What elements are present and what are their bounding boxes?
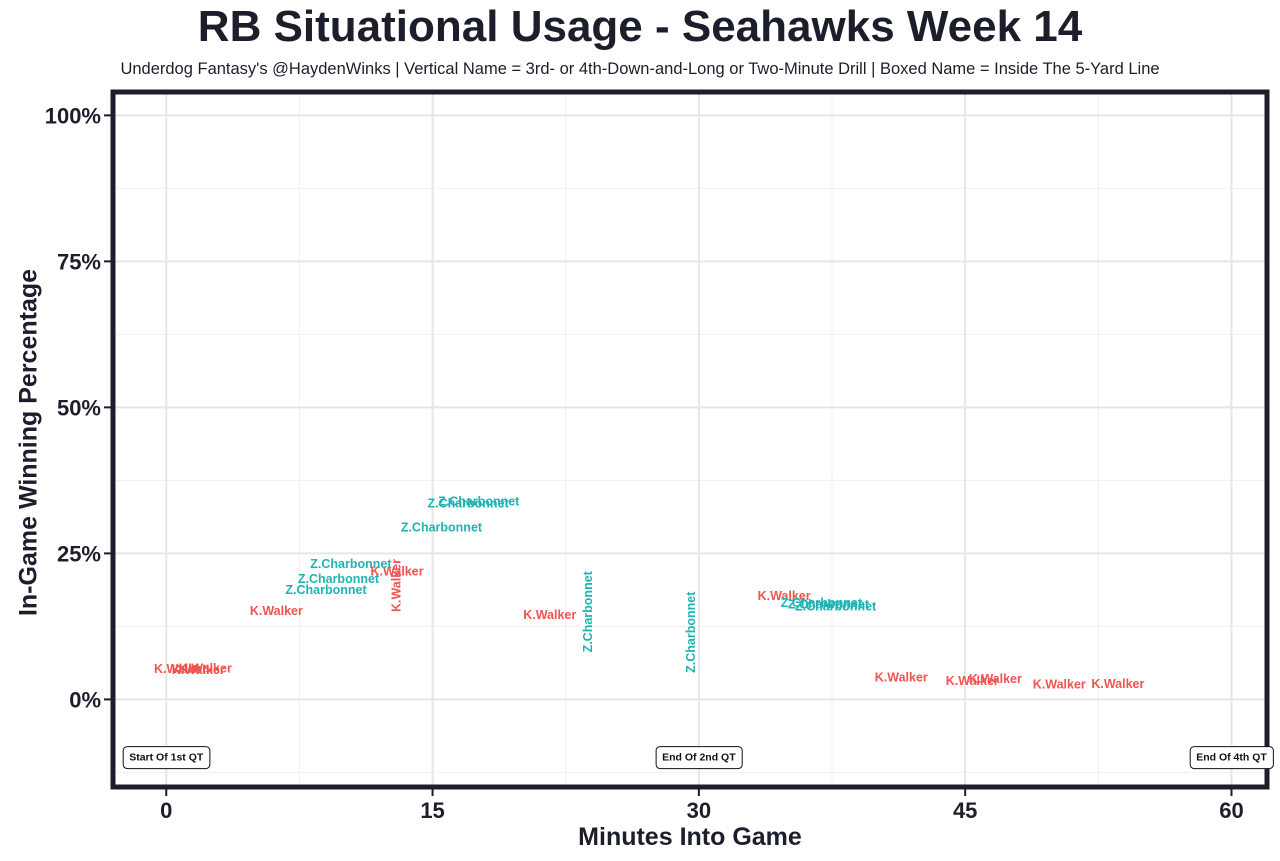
- y-tick-label: 100%: [45, 103, 101, 128]
- quarter-annotation-text: End Of 2nd QT: [662, 752, 736, 764]
- data-labels: K.WalkerK.WalkerK.WalkerK.WalkerK.Walker…: [154, 494, 1145, 691]
- chart-subtitle: Underdog Fantasy's @HaydenWinks | Vertic…: [120, 60, 1160, 78]
- point-label: K.Walker: [758, 589, 811, 603]
- y-axis-ticks: 0% 25% 50% 75% 100%: [45, 103, 111, 712]
- point-label: Z.Charbonnet: [788, 598, 870, 612]
- point-label: K.Walker: [969, 672, 1022, 686]
- y-axis-label: In-Game Winning Percentage: [15, 269, 43, 616]
- y-tick-label: 75%: [57, 249, 101, 274]
- x-tick-label: 60: [1219, 798, 1243, 823]
- point-label: Z.Charbonnet: [581, 570, 595, 652]
- point-label: K.Walker: [154, 662, 207, 676]
- point-label: Z.Charbonnet: [310, 557, 392, 571]
- point-label: K.Walker: [172, 663, 225, 677]
- quarter-annotation-text: End Of 4th QT: [1196, 752, 1267, 764]
- chart-title: RB Situational Usage - Seahawks Week 14: [197, 2, 1083, 51]
- x-axis-label: Minutes Into Game: [578, 823, 802, 851]
- x-tick-label: 0: [160, 798, 172, 823]
- quarter-annotation: End Of 2nd QT: [655, 746, 743, 770]
- point-label: Z.Charbonnet: [401, 521, 483, 535]
- point-label: K.Walker: [1033, 678, 1086, 692]
- y-tick-label: 0%: [69, 687, 101, 712]
- x-axis-ticks: 0 15 30 45 60: [160, 789, 1244, 823]
- point-label: K.Walker: [1091, 677, 1144, 691]
- point-label: K.Walker: [389, 559, 403, 612]
- quarter-annotation: End Of 4th QT: [1189, 746, 1274, 770]
- quarter-annotation-box: [655, 746, 743, 770]
- x-tick-label: 15: [420, 798, 444, 823]
- point-label: K.Walker: [946, 674, 999, 688]
- point-label: Z.Charbonnet: [285, 583, 367, 597]
- point-label: Z.Charbonnet: [781, 596, 863, 610]
- major-gridlines: [113, 92, 1267, 787]
- quarter-annotations: Start Of 1st QT End Of 2nd QT End Of 4th Q…: [122, 746, 1274, 770]
- point-label: K.Walker: [371, 564, 424, 578]
- point-label: Z.Charbonnet: [427, 497, 509, 511]
- point-label: K.Walker: [875, 671, 928, 685]
- quarter-annotation-box: [122, 746, 211, 770]
- quarter-annotation-box: [1189, 746, 1274, 770]
- point-label: K.Walker: [179, 661, 232, 675]
- minor-gridlines: [113, 92, 1267, 787]
- x-tick-label: 30: [687, 798, 711, 823]
- point-label: Z.Charbonnet: [438, 494, 520, 508]
- y-tick-label: 50%: [57, 395, 101, 420]
- plot-frame: [110, 89, 1270, 790]
- point-label: Z.Charbonnet: [684, 591, 698, 673]
- point-label: K.Walker: [250, 604, 303, 618]
- quarter-annotation: Start Of 1st QT: [122, 746, 211, 770]
- quarter-annotation-text: Start Of 1st QT: [129, 752, 204, 764]
- point-label: Z.Charbonnet: [298, 572, 380, 586]
- y-tick-label: 25%: [57, 541, 101, 566]
- point-label: K.Walker: [523, 608, 576, 622]
- x-tick-label: 45: [953, 798, 977, 823]
- point-label: Z.Charbonnet: [795, 599, 877, 613]
